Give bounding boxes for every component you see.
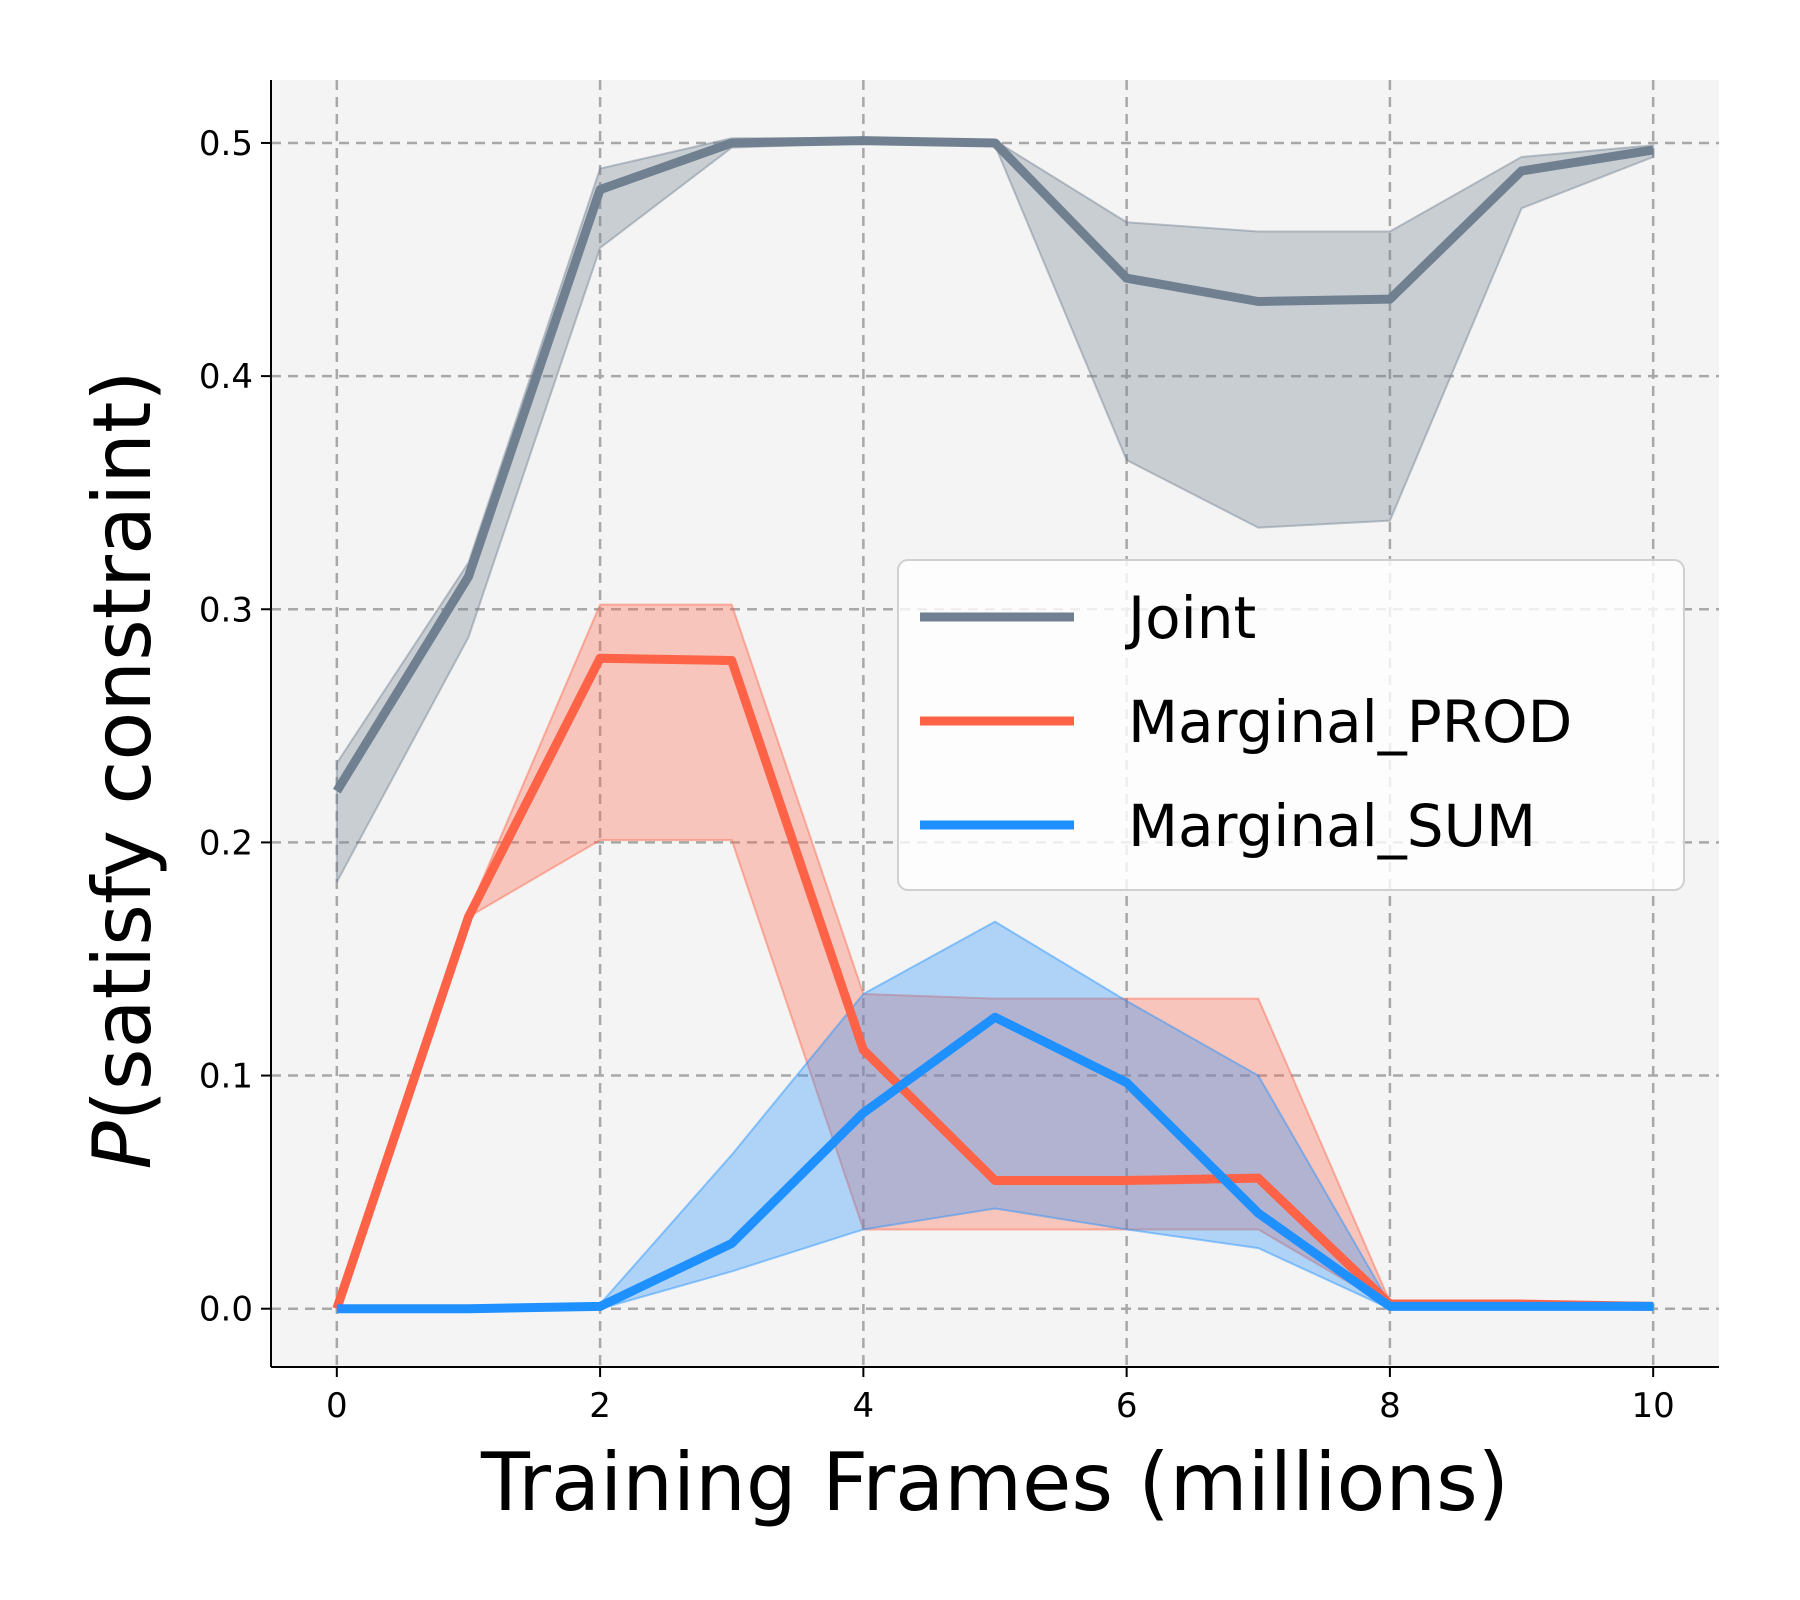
axes bbox=[270, 80, 1719, 1368]
x-tick-label: 0 bbox=[326, 1386, 348, 1426]
legend: Joint Marginal_PROD Marginal_SUM bbox=[897, 559, 1685, 891]
y-ticks: 0.0 0.1 0.2 0.3 0.4 0.5 bbox=[199, 124, 271, 1330]
y-tick-label: 0.3 bbox=[199, 590, 253, 630]
legend-label-joint: Joint bbox=[1125, 584, 1256, 652]
y-axis-title-rest: (satisfy constraint) bbox=[76, 370, 169, 1121]
x-tick-label: 4 bbox=[853, 1386, 875, 1426]
x-tick-label: 10 bbox=[1632, 1386, 1675, 1426]
y-tick-label: 0.2 bbox=[199, 823, 253, 863]
x-tick-label: 8 bbox=[1379, 1386, 1401, 1426]
series-lines bbox=[332, 136, 1654, 1314]
x-tick-label: 6 bbox=[1116, 1386, 1138, 1426]
y-tick-label: 0.4 bbox=[199, 357, 253, 397]
y-axis-title-prefix: P bbox=[76, 1121, 169, 1170]
x-ticks: 0 2 4 6 8 10 bbox=[326, 1367, 1675, 1426]
y-axis-title: P(satisfy constraint) bbox=[76, 370, 169, 1169]
legend-label-marginal-sum: Marginal_SUM bbox=[1128, 792, 1536, 860]
line-joint bbox=[332, 136, 1654, 794]
legend-label-marginal-prod: Marginal_PROD bbox=[1128, 688, 1572, 756]
y-tick-label: 0.1 bbox=[199, 1057, 253, 1097]
y-tick-label: 0.0 bbox=[199, 1290, 253, 1330]
line-marginal-sum bbox=[336, 1012, 1654, 1314]
legend-box bbox=[897, 559, 1685, 891]
x-axis-title: Training Frames (millions) bbox=[480, 1436, 1509, 1529]
x-tick-label: 2 bbox=[589, 1386, 611, 1426]
y-tick-label: 0.5 bbox=[199, 124, 253, 164]
